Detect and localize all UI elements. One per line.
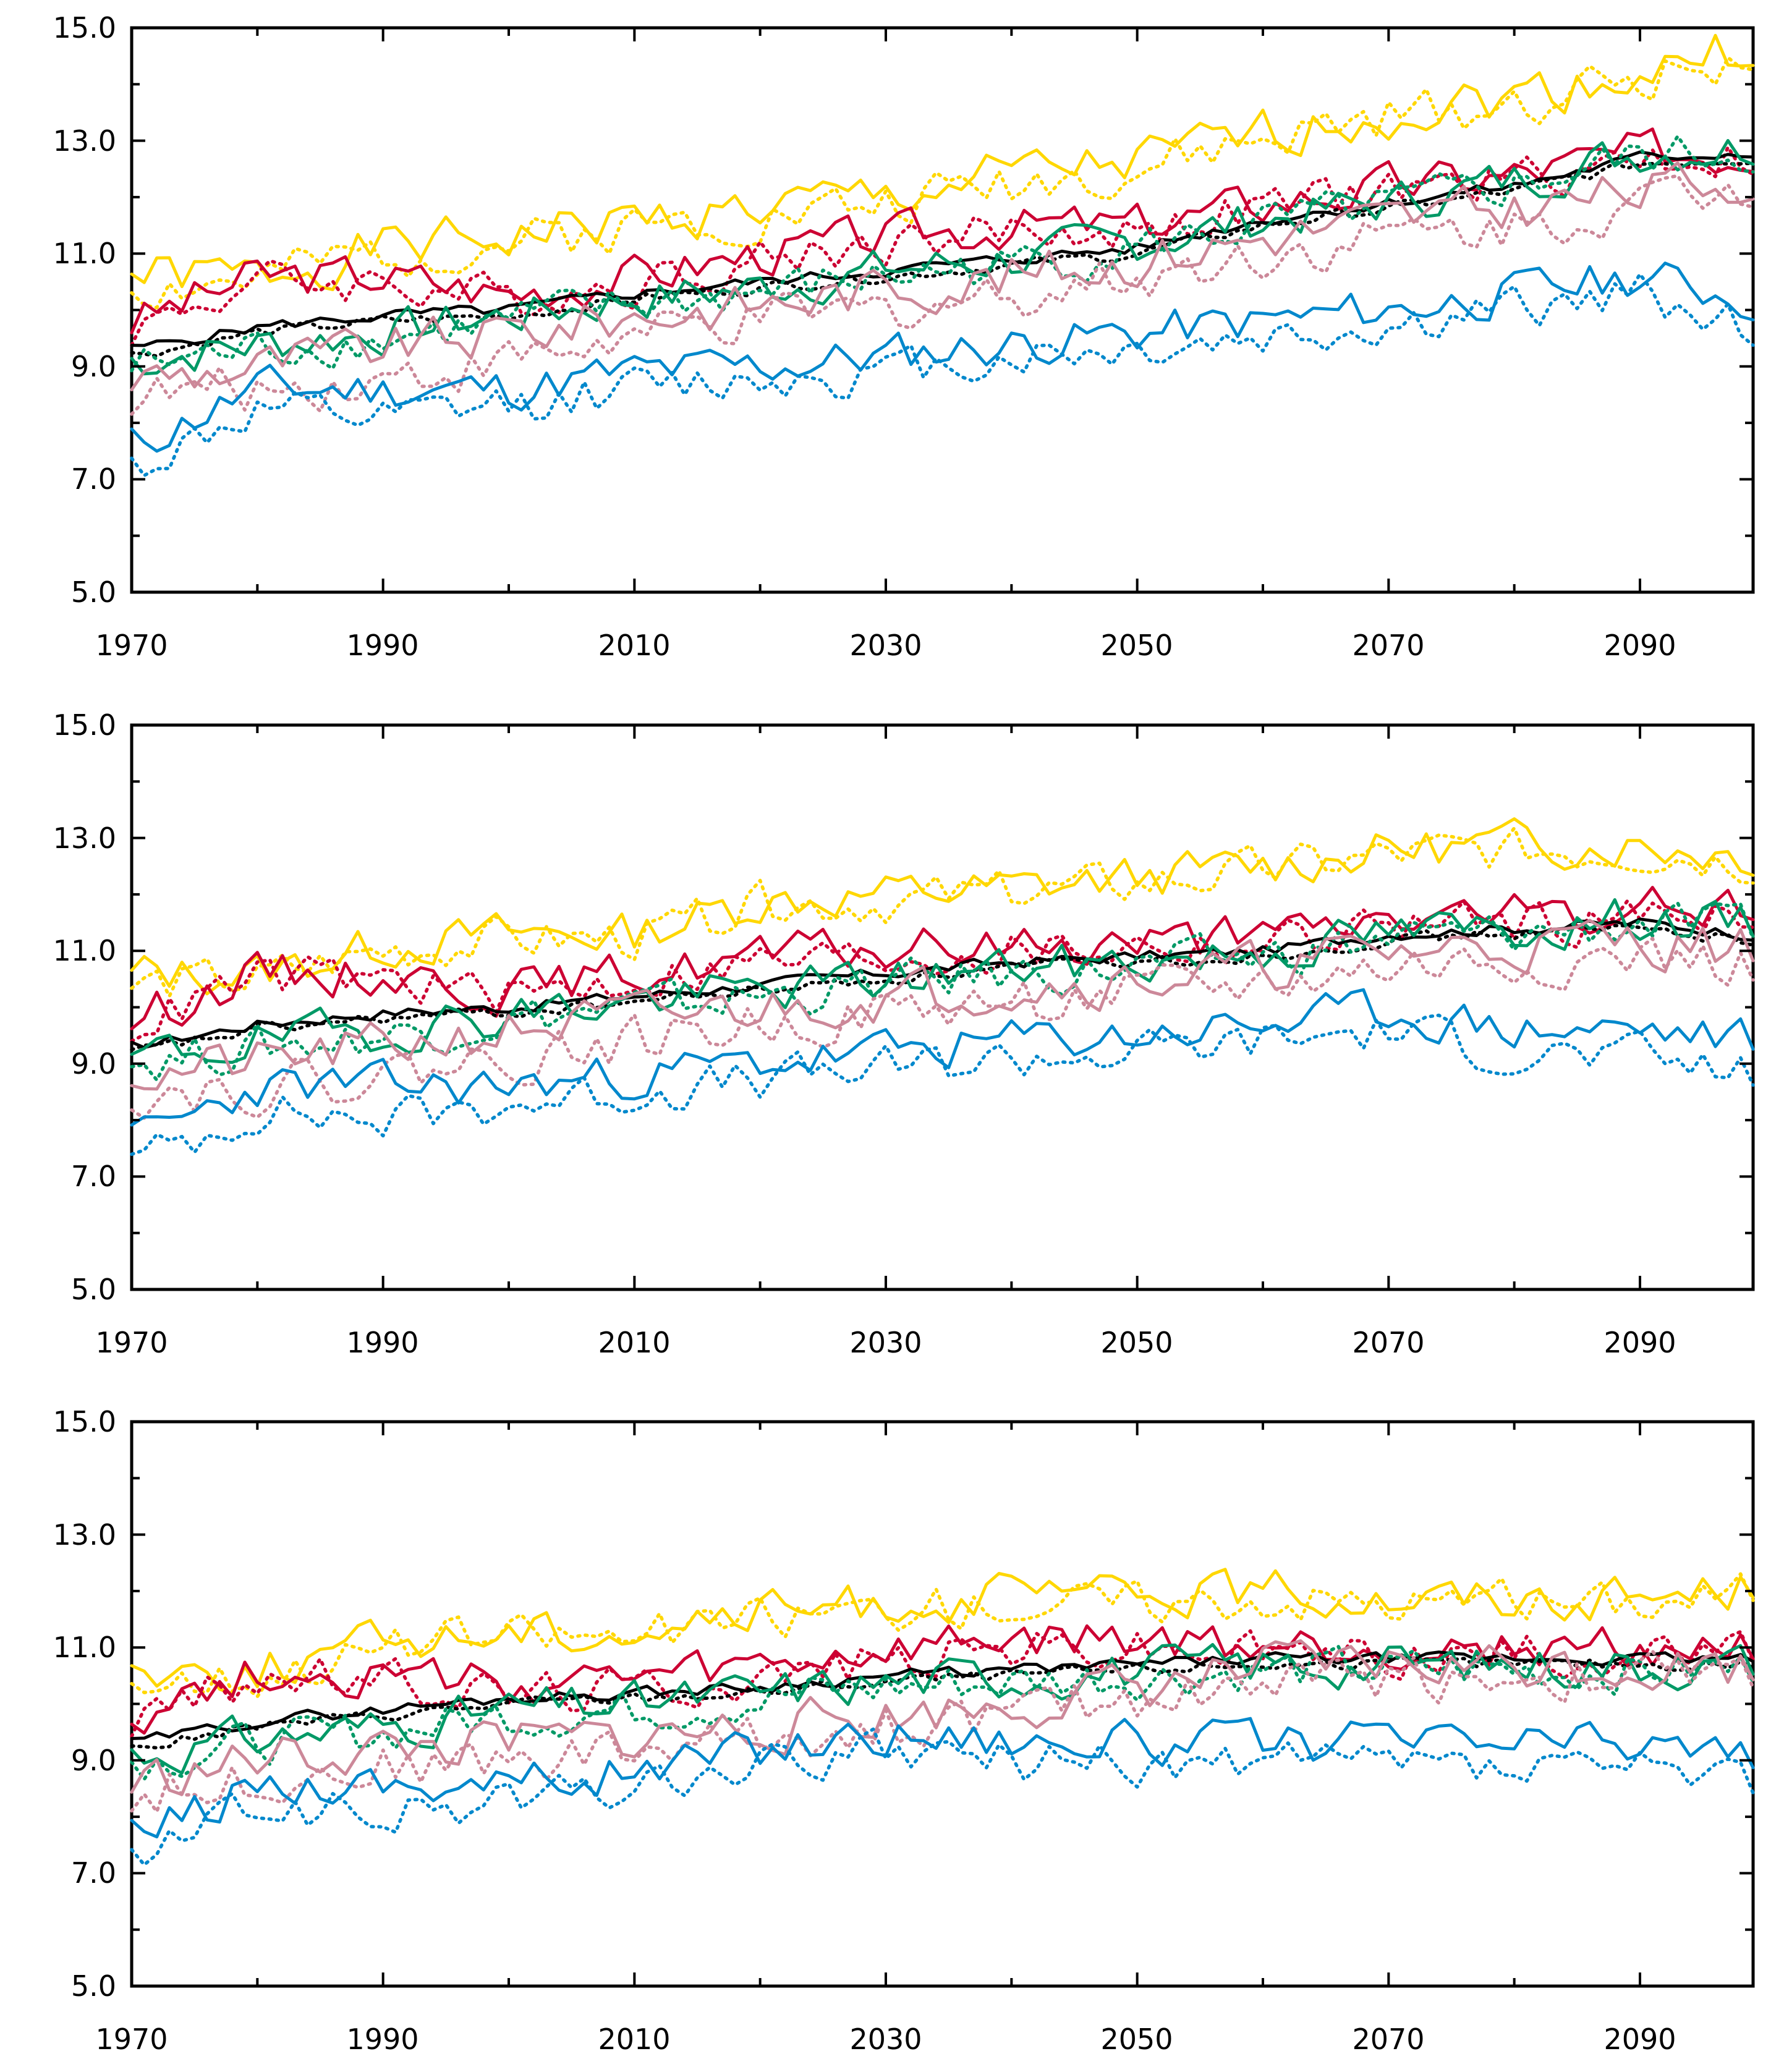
x-tick-label: 2070	[1352, 629, 1424, 662]
series-line-green-dotted	[130, 134, 1755, 373]
chart-panel-bottom: 5.0 7.0 9.0 11.0 13.0 15.0 1970 1990 201…	[53, 1405, 1755, 2056]
x-tick-label: 1970	[95, 2023, 168, 2056]
series-line-red-dotted	[130, 145, 1755, 347]
y-tick-label: 11.0	[53, 1631, 116, 1664]
series-line-green-dotted	[130, 901, 1755, 1082]
y-tick-label: 15.0	[53, 1405, 116, 1438]
y-tick-label: 7.0	[71, 462, 116, 496]
y-tick-labels: 5.0 7.0 9.0 11.0 13.0 15.0	[53, 708, 116, 1306]
x-tick-label: 1990	[346, 1326, 418, 1359]
chart-panel-middle: 5.0 7.0 9.0 11.0 13.0 15.0 1970 1990 201…	[53, 708, 1755, 1359]
ticks-layer	[130, 1420, 1753, 1987]
series-line-yellow-solid	[130, 33, 1755, 291]
x-tick-label: 1970	[95, 1326, 168, 1359]
y-tick-labels: 5.0 7.0 9.0 11.0 13.0 15.0	[53, 1405, 116, 2003]
series-line-blue-solid	[130, 261, 1755, 453]
x-tick-label: 2090	[1603, 1326, 1676, 1359]
plot-frame	[130, 26, 1755, 594]
ticks-layer	[130, 724, 1753, 1291]
series-line-pink-dotted	[130, 174, 1755, 416]
series-layer	[130, 33, 1755, 477]
x-tick-label: 2030	[849, 1326, 922, 1359]
y-tick-label: 15.0	[53, 11, 116, 45]
series-line-green-solid	[130, 898, 1755, 1064]
x-tick-label: 2090	[1603, 2023, 1676, 2056]
y-tick-label: 9.0	[71, 1744, 116, 1777]
y-tick-label: 11.0	[53, 934, 116, 967]
x-tick-label: 2050	[1100, 1326, 1173, 1359]
y-tick-label: 15.0	[53, 708, 116, 742]
series-layer	[130, 817, 1755, 1157]
x-tick-label: 2050	[1100, 2023, 1173, 2056]
series-line-pink-solid	[130, 919, 1755, 1091]
y-tick-label: 5.0	[71, 575, 116, 609]
x-tick-label: 2030	[849, 629, 922, 662]
series-line-red-solid	[130, 127, 1755, 334]
y-tick-label: 5.0	[71, 1273, 116, 1306]
x-tick-label: 1990	[346, 629, 418, 662]
x-tick-labels: 1970 1990 2010 2030 2050 2070 2090	[95, 2023, 1676, 2056]
series-line-pink-dotted	[130, 936, 1755, 1120]
x-tick-label: 2030	[849, 2023, 922, 2056]
y-tick-label: 5.0	[71, 1969, 116, 2003]
x-tick-label: 2010	[598, 629, 670, 662]
x-tick-label: 2050	[1100, 629, 1173, 662]
series-line-yellow-dotted	[130, 56, 1755, 310]
x-tick-labels: 1970 1990 2010 2030 2050 2070 2090	[95, 629, 1676, 662]
series-layer	[130, 1568, 1755, 1867]
series-line-black-solid	[130, 917, 1755, 1050]
y-tick-label: 13.0	[53, 124, 116, 158]
plot-frame	[130, 1420, 1755, 1988]
series-line-blue-solid	[130, 1717, 1755, 1839]
series-line-blue-dotted	[130, 1013, 1755, 1157]
series-line-yellow-dotted	[130, 826, 1755, 998]
x-tick-label: 2010	[598, 2023, 670, 2056]
series-line-pink-dotted	[130, 1649, 1755, 1814]
y-tick-label: 9.0	[71, 350, 116, 383]
series-line-black-solid	[130, 150, 1755, 347]
series-line-blue-solid	[130, 988, 1755, 1127]
y-tick-label: 7.0	[71, 1856, 116, 1890]
series-line-green-solid	[130, 138, 1755, 376]
series-line-yellow-solid	[130, 817, 1755, 996]
chart-panel-top: 5.0 7.0 9.0 11.0 13.0 15.0 1970 1990 201…	[53, 11, 1755, 662]
series-line-green-dotted	[130, 1644, 1755, 1781]
series-line-green-solid	[130, 1643, 1755, 1775]
y-tick-label: 9.0	[71, 1047, 116, 1081]
x-tick-label: 2070	[1352, 2023, 1424, 2056]
series-line-yellow-solid	[130, 1568, 1755, 1696]
x-tick-label: 2070	[1352, 1326, 1424, 1359]
y-tick-labels: 5.0 7.0 9.0 11.0 13.0 15.0	[53, 11, 116, 609]
y-tick-label: 7.0	[71, 1160, 116, 1193]
y-tick-label: 13.0	[53, 822, 116, 855]
y-tick-label: 11.0	[53, 237, 116, 270]
x-tick-label: 1970	[95, 629, 168, 662]
x-tick-label: 2010	[598, 1326, 670, 1359]
ticks-layer	[130, 27, 1753, 593]
y-tick-label: 13.0	[53, 1518, 116, 1552]
series-line-yellow-dotted	[130, 1572, 1755, 1699]
x-tick-labels: 1970 1990 2010 2030 2050 2070 2090	[95, 1326, 1676, 1359]
x-tick-label: 2090	[1603, 629, 1676, 662]
x-tick-label: 1990	[346, 2023, 418, 2056]
